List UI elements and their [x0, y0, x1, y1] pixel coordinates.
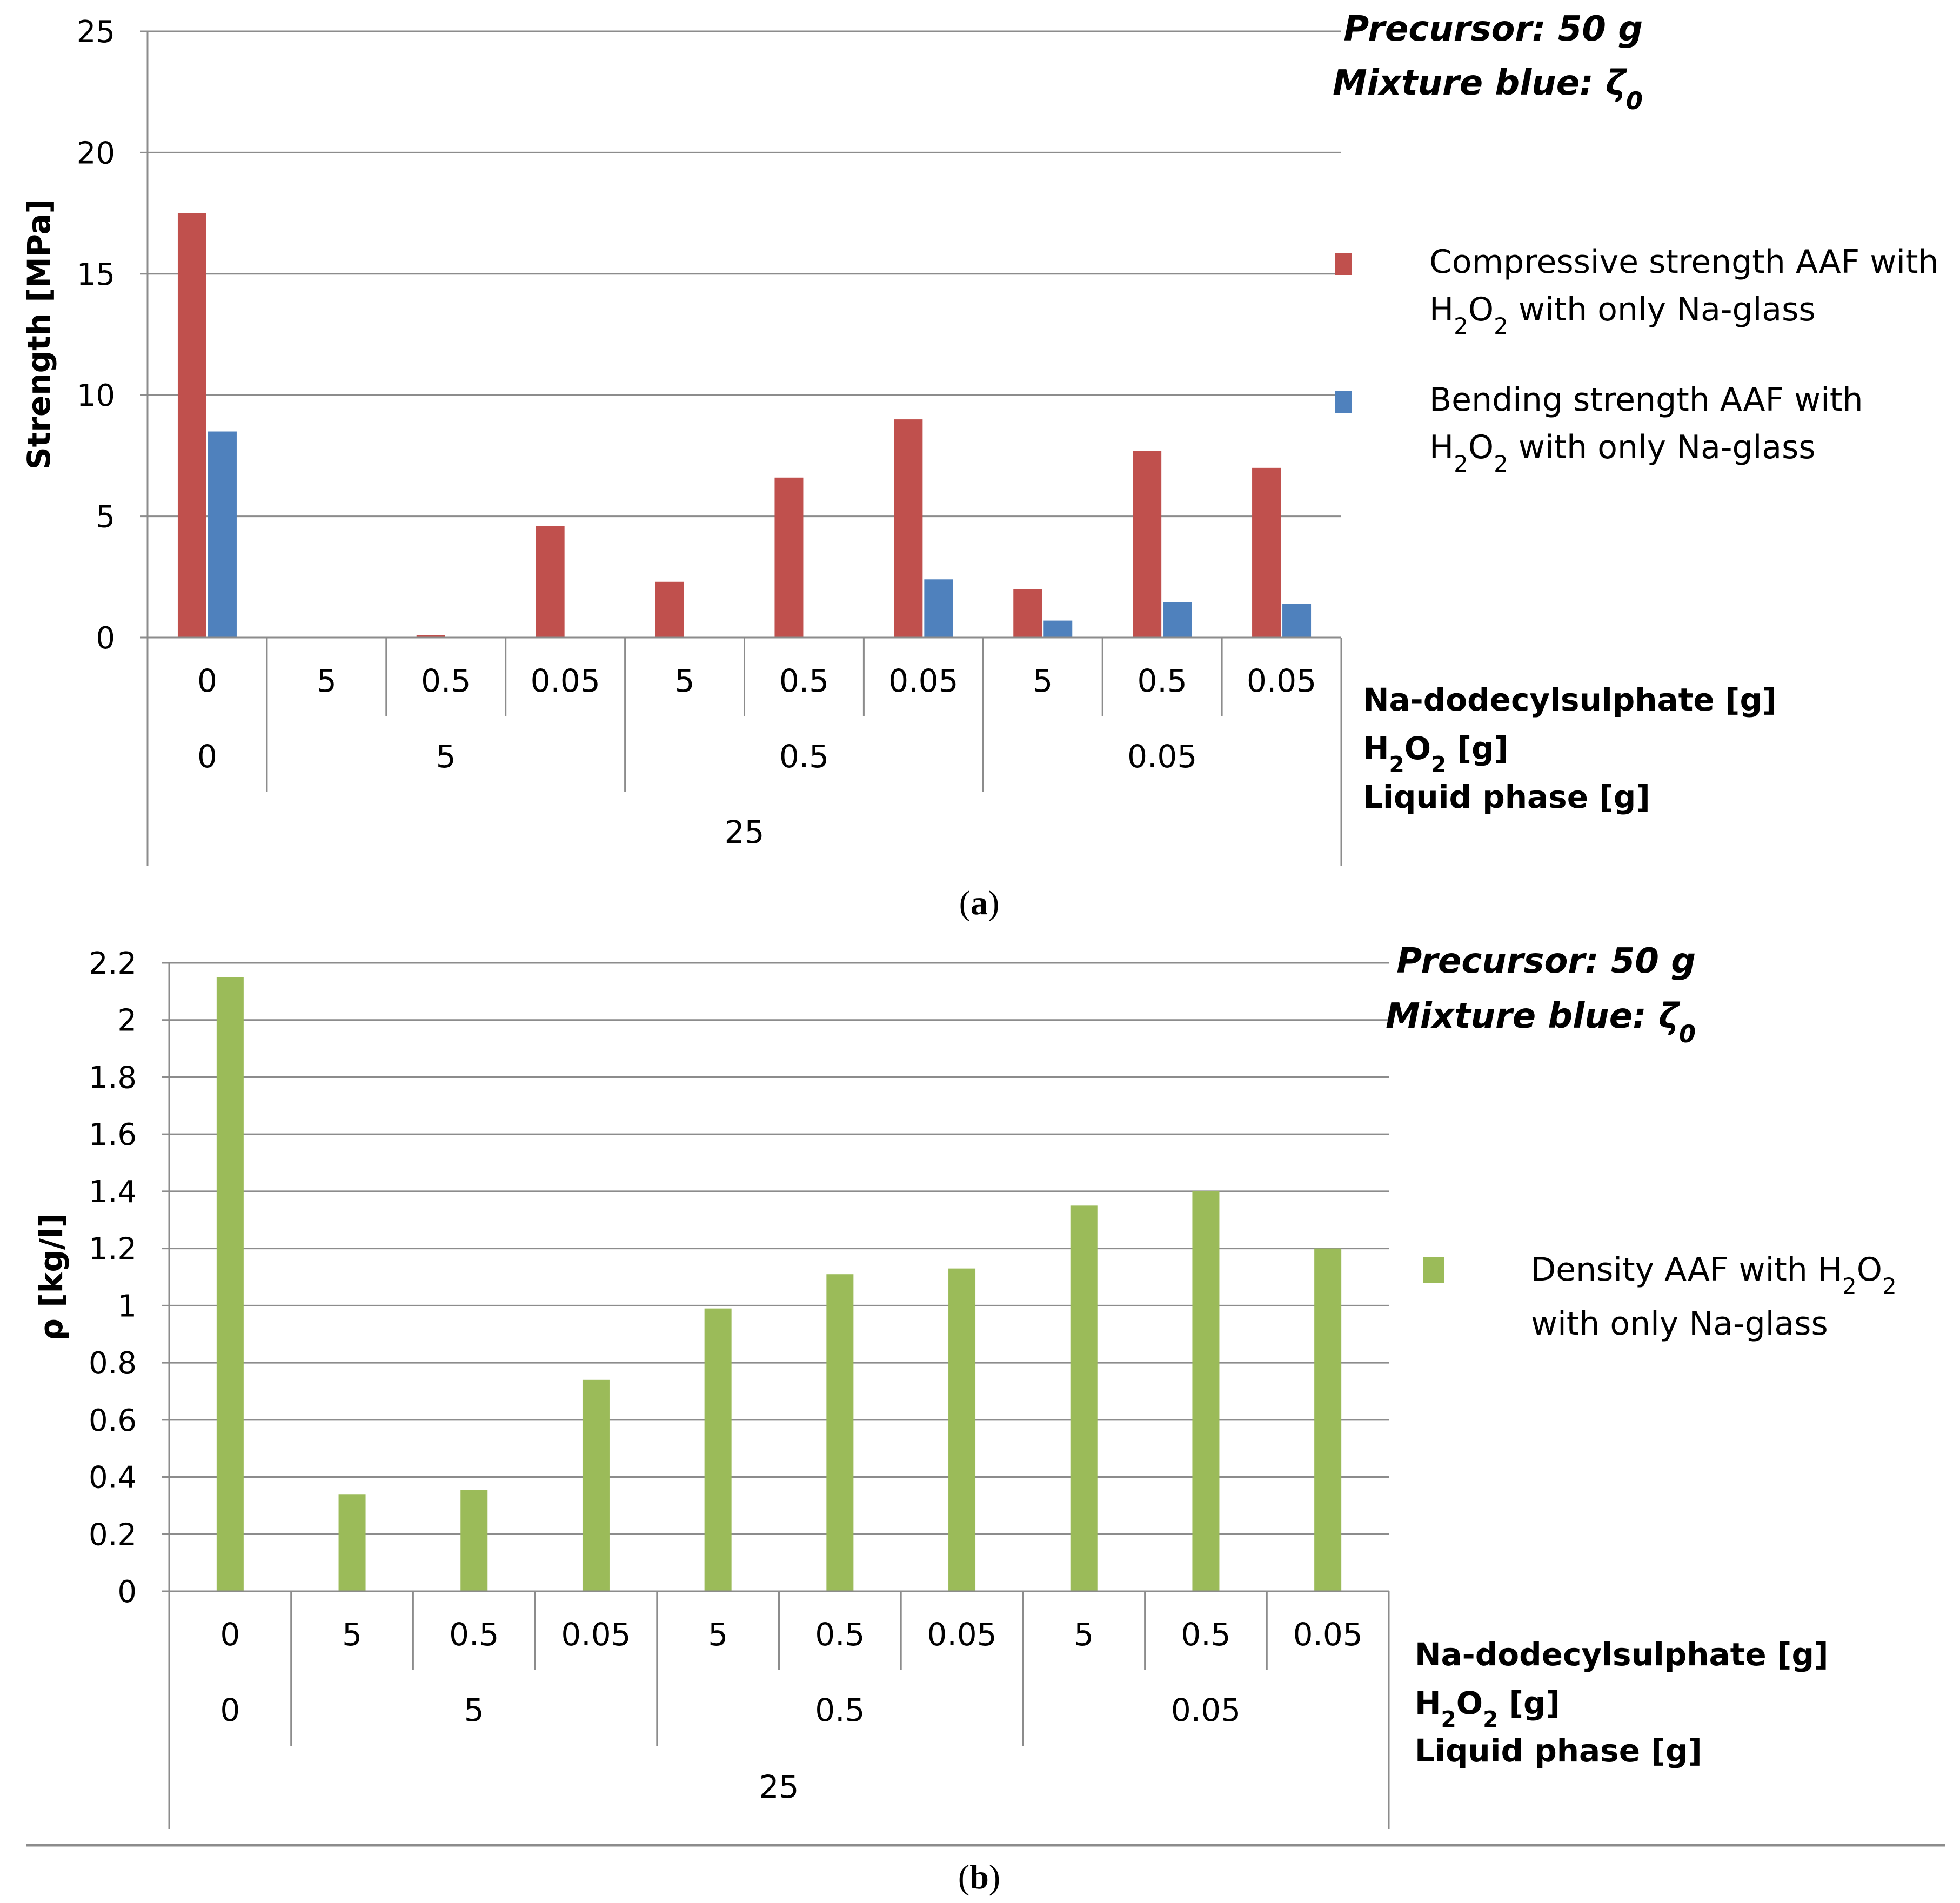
- level-name: Na-dodecylsulphate [g]: [1363, 681, 1776, 718]
- legend-swatch: [1335, 253, 1352, 275]
- bar-series1: [1314, 1248, 1342, 1591]
- bar-series1: [1252, 467, 1281, 638]
- level-name: H2O2 [g]: [1363, 730, 1508, 778]
- bar-series1: [1192, 1191, 1220, 1591]
- annotation-mixture: Mixture blue: ζ0: [1333, 63, 1643, 115]
- group-label-h2o2: 5: [464, 1692, 484, 1728]
- bar-series2: [208, 431, 237, 638]
- bar-series2: [1282, 604, 1312, 638]
- category-label: 5: [1074, 1616, 1094, 1653]
- category-label: 5: [675, 662, 695, 699]
- category-label: 0.05: [888, 662, 958, 699]
- group-label-h2o2: 0.05: [1171, 1692, 1241, 1728]
- annotation-precursor: Precursor: 50 g: [1343, 9, 1643, 49]
- bar-series1: [655, 581, 684, 638]
- y-tick-label: 1.2: [89, 1232, 137, 1267]
- level-name: Liquid phase [g]: [1415, 1732, 1702, 1769]
- y-tick-label: 5: [96, 500, 115, 535]
- category-label: 0.5: [421, 662, 471, 699]
- level-name: H2O2 [g]: [1415, 1685, 1560, 1732]
- y-tick-label: 10: [77, 378, 115, 413]
- group-label-h2o2: 0.5: [815, 1692, 865, 1728]
- group-label-h2o2: 0: [220, 1692, 240, 1728]
- category-label: 0.05: [927, 1616, 996, 1653]
- level-name: Na-dodecylsulphate [g]: [1415, 1636, 1828, 1673]
- y-tick-label: 25: [77, 15, 115, 50]
- legend-label: Compressive strength AAF with: [1429, 243, 1939, 281]
- y-tick-label: 0: [96, 621, 115, 656]
- group-label-liquid-phase: 25: [759, 1768, 799, 1805]
- panel-caption: (a): [959, 883, 1000, 922]
- bar-series1: [894, 419, 923, 638]
- bar-series1: [826, 1274, 854, 1591]
- category-label: 5: [1033, 662, 1053, 699]
- category-label: 0.05: [561, 1616, 631, 1653]
- bar-series1: [774, 477, 804, 638]
- group-label-liquid-phase: 25: [725, 814, 765, 850]
- group-label-h2o2: 0.05: [1127, 738, 1197, 775]
- y-tick-label: 1: [117, 1289, 137, 1324]
- y-tick-label: 0.6: [89, 1403, 137, 1438]
- legend-swatch: [1335, 391, 1352, 413]
- y-tick-label: 1.4: [89, 1175, 137, 1210]
- group-label-h2o2: 5: [436, 738, 456, 775]
- category-label: 5: [708, 1616, 728, 1653]
- chart-panel-a: 0 5 10 15 20 25 Strength [MPa] 0 5 0.5 0.05 5 0.5 0.0…: [21, 9, 1939, 922]
- bar-series1: [216, 977, 244, 1591]
- category-label: 0.05: [1293, 1616, 1363, 1653]
- chart-panel-b: 0 0.2 0.4 0.6 0.8 1 1.2 1.4 1.6 1.8 2 2.2 ρ [kg/l] 0 5…: [33, 941, 1897, 1896]
- category-label: 0: [220, 1616, 240, 1653]
- annotation-precursor: Precursor: 50 g: [1396, 941, 1696, 981]
- category-label: 5: [342, 1616, 362, 1653]
- legend-label: with only Na-glass: [1531, 1305, 1828, 1343]
- bar-series2: [1163, 602, 1192, 638]
- legend-label: H2O2 with only Na-glass: [1429, 291, 1816, 339]
- category-label: 0.05: [531, 662, 600, 699]
- legend-swatch: [1423, 1257, 1444, 1283]
- panel-caption: (b): [958, 1858, 1000, 1896]
- group-label-h2o2: 0: [197, 738, 217, 775]
- legend-label: Bending strength AAF with: [1429, 381, 1863, 419]
- y-tick-label: 15: [77, 257, 115, 292]
- bar-series1: [177, 213, 206, 638]
- y-axis-title: ρ [kg/l]: [33, 1214, 70, 1341]
- y-tick-label: 2.2: [89, 946, 137, 981]
- category-label: 0.5: [449, 1616, 499, 1653]
- legend-label: H2O2 with only Na-glass: [1429, 428, 1816, 477]
- group-label-h2o2: 0.5: [779, 738, 829, 775]
- y-tick-label: 1.8: [89, 1060, 137, 1095]
- legend-label: Density AAF with H2O2: [1531, 1251, 1897, 1299]
- y-tick-label: 0.8: [89, 1346, 137, 1381]
- y-tick-label: 2: [117, 1003, 137, 1038]
- bar-series2: [1043, 620, 1073, 638]
- bar-series1: [1013, 589, 1042, 638]
- annotation-mixture: Mixture blue: ζ0: [1386, 996, 1696, 1048]
- category-label: 5: [317, 662, 337, 699]
- bar-series2: [924, 579, 953, 638]
- category-label: 0.5: [1138, 662, 1187, 699]
- bar-series1: [338, 1494, 366, 1591]
- y-tick-label: 0: [117, 1574, 137, 1610]
- y-tick-label: 20: [77, 136, 115, 171]
- bar-series1: [948, 1268, 976, 1591]
- category-label: 0.5: [1181, 1616, 1230, 1653]
- bar-series1: [416, 635, 445, 638]
- bar-series1: [582, 1379, 610, 1591]
- bar-series1: [1070, 1205, 1098, 1591]
- bar-series1: [460, 1490, 488, 1591]
- bar-series1: [704, 1308, 732, 1591]
- y-tick-label: 0.4: [89, 1460, 137, 1496]
- category-label: 0: [197, 662, 217, 699]
- bar-series1: [536, 526, 565, 638]
- bar-series1: [1133, 451, 1162, 638]
- category-label: 0.5: [779, 662, 829, 699]
- category-label: 0.05: [1247, 662, 1316, 699]
- level-name: Liquid phase [g]: [1363, 779, 1650, 815]
- y-tick-label: 1.6: [89, 1117, 137, 1152]
- y-tick-label: 0.2: [89, 1517, 137, 1552]
- category-label: 0.5: [815, 1616, 865, 1653]
- y-axis-title: Strength [MPa]: [21, 199, 57, 470]
